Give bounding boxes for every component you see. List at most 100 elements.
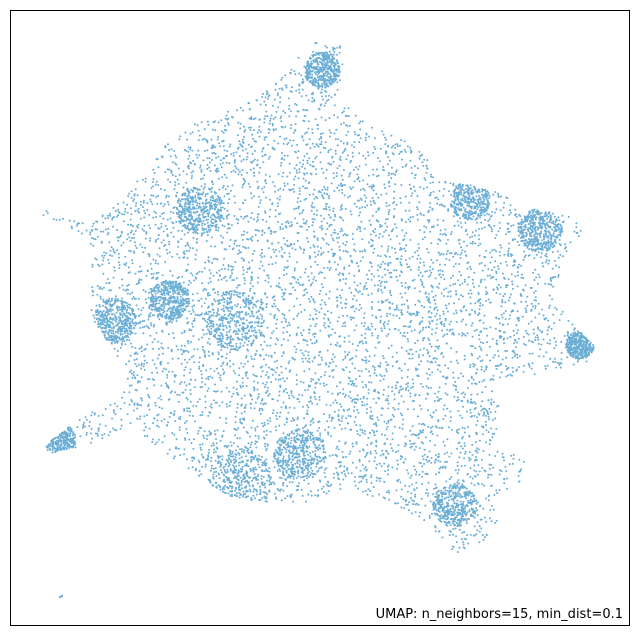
scatter-point (554, 276, 557, 278)
scatter-point (126, 284, 129, 287)
scatter-point (239, 476, 242, 479)
scatter-point (247, 182, 250, 185)
scatter-point (200, 453, 203, 456)
scatter-point (327, 317, 330, 320)
scatter-point (167, 307, 170, 310)
scatter-point (244, 476, 247, 479)
scatter-point (320, 307, 323, 310)
scatter-point (483, 413, 486, 415)
scatter-point (342, 456, 345, 459)
scatter-point (146, 202, 149, 205)
scatter-point (137, 308, 140, 311)
scatter-point (146, 270, 149, 273)
scatter-point (456, 197, 459, 200)
scatter-point (525, 232, 528, 235)
scatter-point (422, 429, 425, 432)
scatter-point (314, 325, 317, 328)
scatter-point (144, 347, 147, 350)
scatter-point (473, 525, 476, 528)
scatter-point (168, 251, 171, 254)
scatter-point (455, 506, 458, 509)
scatter-point (238, 244, 241, 247)
scatter-point (486, 199, 489, 201)
scatter-point (518, 319, 520, 322)
scatter-point (218, 404, 221, 407)
scatter-point (249, 287, 252, 290)
scatter-point (223, 469, 226, 471)
scatter-point (298, 91, 301, 94)
scatter-point (204, 261, 207, 264)
scatter-point (114, 413, 117, 416)
scatter-point (310, 204, 313, 207)
scatter-point (258, 135, 261, 138)
scatter-point (474, 402, 477, 405)
scatter-point (246, 432, 249, 434)
scatter-point (395, 351, 398, 354)
scatter-point (143, 422, 146, 425)
scatter-point (315, 173, 318, 176)
scatter-point (534, 296, 537, 299)
scatter-point (262, 161, 265, 164)
scatter-point (348, 358, 351, 361)
scatter-point (231, 313, 233, 316)
scatter-point (209, 405, 212, 408)
scatter-point (238, 324, 241, 327)
scatter-point (473, 500, 476, 502)
scatter-point (286, 244, 289, 247)
scatter-point (126, 211, 129, 214)
scatter-point (201, 411, 204, 414)
scatter-point (537, 327, 540, 330)
scatter-point (385, 280, 388, 283)
scatter-point (407, 382, 409, 384)
scatter-point (495, 278, 498, 281)
scatter-point (576, 360, 579, 363)
scatter-point (117, 330, 120, 333)
scatter-point (392, 172, 395, 175)
scatter-point (209, 294, 211, 297)
scatter-point (220, 298, 223, 301)
scatter-point (221, 322, 224, 325)
scatter-point (280, 321, 283, 323)
scatter-point (257, 218, 260, 221)
scatter-point (196, 400, 199, 403)
scatter-point (126, 238, 129, 241)
scatter-point (456, 505, 459, 508)
scatter-point (206, 221, 209, 224)
scatter-point (457, 468, 460, 471)
scatter-point (473, 286, 475, 288)
scatter-point (145, 301, 148, 304)
scatter-point (384, 399, 387, 402)
scatter-point (229, 484, 231, 487)
scatter-point (97, 320, 99, 323)
scatter-point (536, 226, 539, 229)
scatter-point (342, 121, 345, 124)
scatter-point (370, 265, 373, 268)
scatter-point (249, 168, 252, 171)
scatter-point (306, 474, 309, 477)
scatter-point (318, 398, 321, 401)
scatter-point (555, 366, 558, 369)
scatter-point (429, 431, 432, 434)
scatter-point (428, 219, 431, 222)
scatter-point (365, 282, 368, 284)
scatter-point (362, 187, 365, 190)
scatter-point (267, 394, 270, 397)
scatter-point (286, 175, 289, 178)
scatter-point (359, 397, 362, 400)
scatter-point (355, 349, 358, 352)
scatter-point (472, 215, 475, 218)
scatter-point (284, 367, 287, 370)
scatter-point (157, 425, 160, 428)
scatter-point (304, 350, 307, 353)
scatter-point (545, 232, 547, 235)
scatter-point (353, 420, 356, 423)
scatter-point (298, 72, 301, 75)
scatter-point (238, 155, 241, 158)
scatter-point (558, 219, 561, 222)
scatter-point (325, 205, 328, 208)
scatter-point (186, 361, 189, 364)
scatter-point (417, 254, 420, 257)
scatter-point (353, 329, 356, 332)
scatter-point (349, 390, 352, 393)
scatter-point (413, 448, 416, 451)
